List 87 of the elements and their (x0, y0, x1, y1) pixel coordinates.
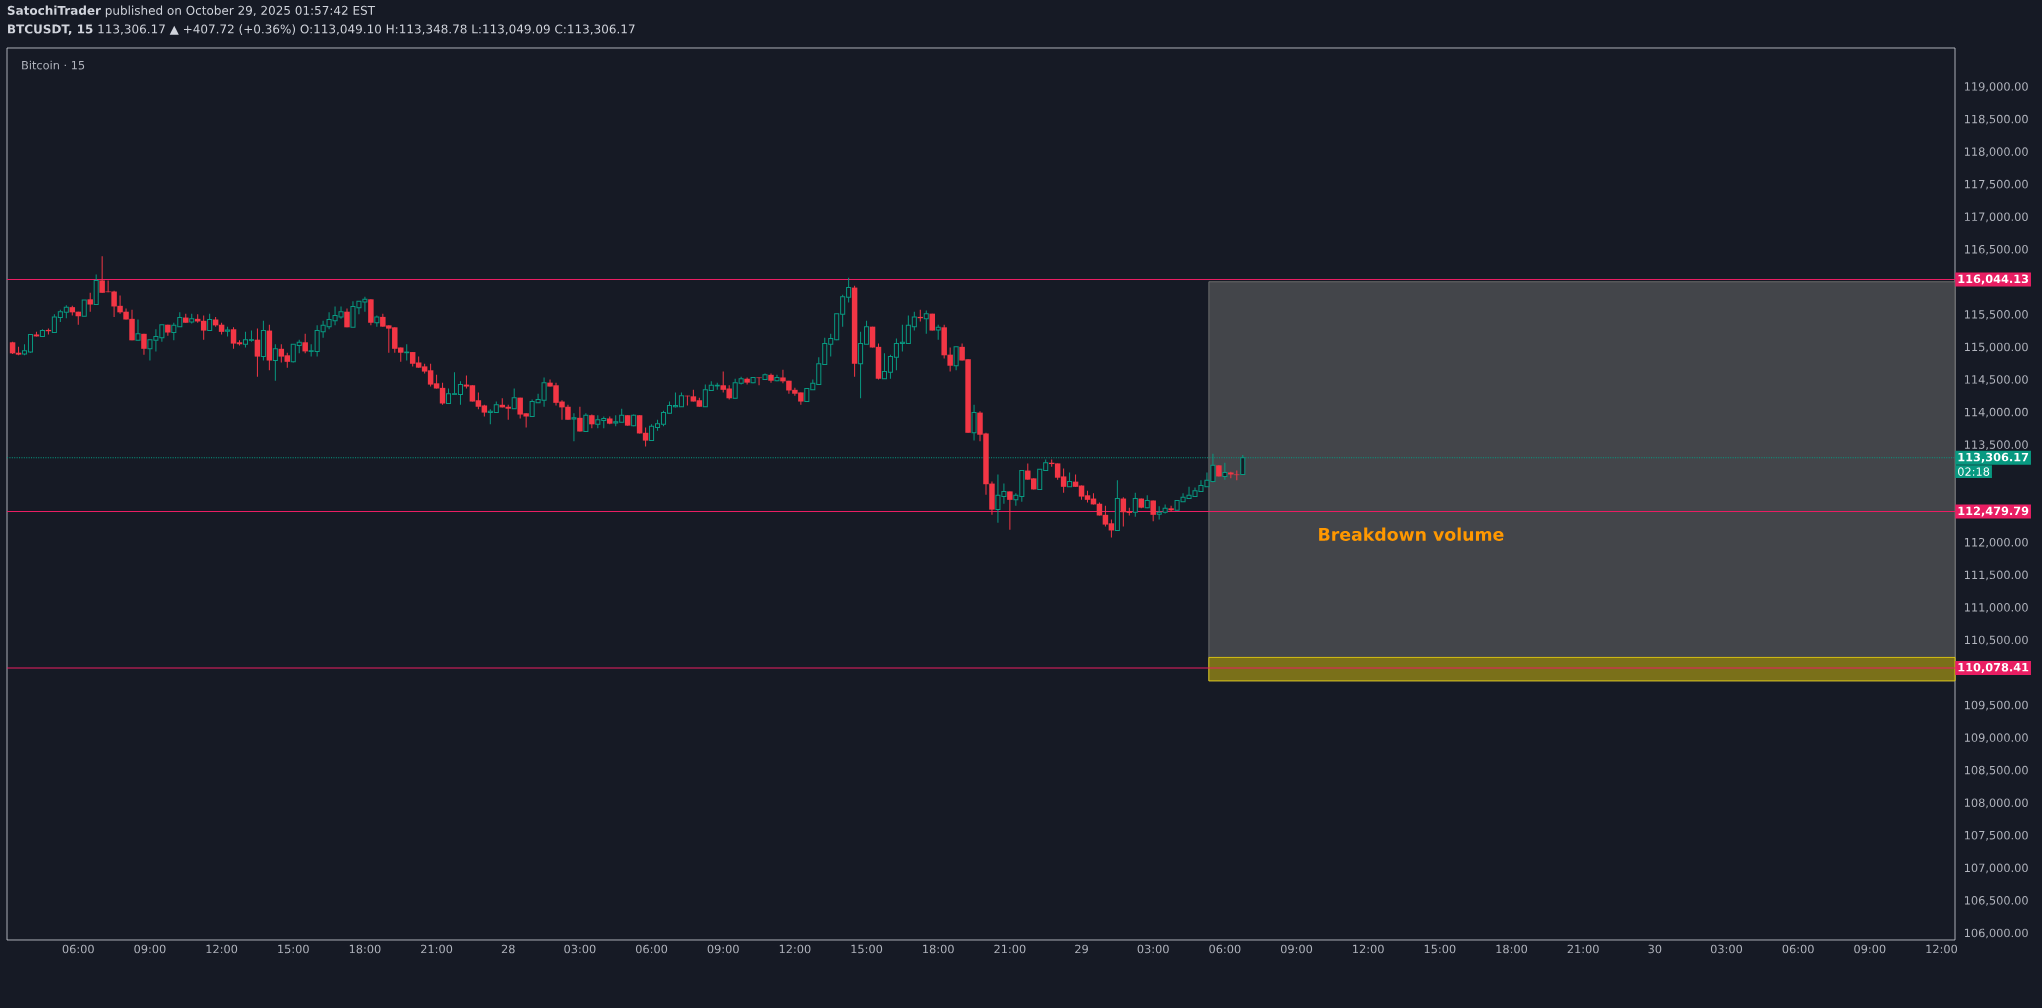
y-tick-label: 117,500.00 (1964, 179, 2028, 190)
x-tick-label: 06:00 (635, 944, 668, 954)
x-tick-label: 18:00 (1496, 944, 1528, 954)
candlestick (923, 309, 929, 335)
x-tick-label: 21:00 (1567, 944, 1599, 954)
candlestick (302, 333, 308, 354)
candlestick (129, 309, 135, 341)
x-tick-label: 15:00 (851, 944, 883, 954)
y-tick-label: 112,000.00 (1964, 537, 2028, 548)
y-tick-label: 109,500.00 (1964, 700, 2028, 711)
candlestick (511, 388, 517, 410)
candlestick (117, 294, 123, 315)
x-tick-label: 06:00 (1782, 944, 1814, 954)
x-tick-label: 09:00 (134, 944, 166, 954)
y-tick-label: 109,000.00 (1964, 733, 2028, 744)
y-tick-label: 114,000.00 (1964, 407, 2028, 418)
y-tick-label: 116,500.00 (1964, 244, 2028, 255)
x-tick-label: 15:00 (1424, 944, 1456, 954)
y-tick-label: 106,000.00 (1964, 928, 2028, 939)
y-tick-label: 106,500.00 (1964, 896, 2028, 906)
x-tick-label: 06:00 (1209, 944, 1241, 954)
y-tick-label: 118,000.00 (1964, 147, 2028, 158)
candlestick (254, 328, 261, 378)
candlestick (200, 315, 207, 341)
x-tick-label: 18:00 (349, 944, 381, 954)
x-tick-label: 21:00 (994, 944, 1026, 954)
x-tick-label: 28 (501, 944, 515, 954)
y-tick-label: 111,000.00 (1964, 603, 2028, 613)
annotation: Bitcoin · 15 (22, 60, 85, 70)
x-tick-label: 12:00 (1926, 944, 1958, 954)
candlestick (272, 343, 278, 382)
x-tick-label: 06:00 (62, 944, 94, 954)
candlestick (1007, 490, 1013, 531)
x-tick-label: 21:00 (421, 944, 453, 954)
x-tick-label: 09:00 (1854, 944, 1886, 954)
text: 02:18 (1958, 467, 1990, 476)
y-tick-label: 119,000.00 (1964, 82, 2028, 92)
candlestick (577, 406, 583, 432)
x-tick-label: 12:00 (1353, 944, 1384, 954)
y-tick-label: 115,000.00 (1964, 342, 2028, 353)
candlestick (953, 346, 959, 371)
candlestick (111, 290, 117, 318)
x-tick-label: 03:00 (1710, 944, 1743, 954)
ref-line-label: 110,078.41 (1958, 662, 2029, 673)
candlestick (1132, 492, 1138, 518)
y-tick-label: 107,500.00 (1964, 830, 2028, 841)
candlestick (368, 298, 374, 326)
ref-line-label: 116,044.13 (1958, 274, 2029, 285)
ref-line-label: 113,306.17 (1958, 452, 2029, 463)
candlestick (756, 376, 762, 386)
x-tick-label: 03:00 (1137, 944, 1169, 954)
y-tick-label: 115,500.00 (1964, 310, 2028, 320)
chart-title: SatochiTrader published on October 29, 2025 01:57:42 EST (7, 5, 376, 18)
candlestick (744, 376, 750, 386)
y-tick-label: 113,500.00 (1964, 440, 2028, 451)
y-tick-label: 117,000.00 (1964, 212, 2028, 223)
candlestick (583, 412, 589, 432)
candlestick (1222, 462, 1228, 481)
candlestick (404, 343, 410, 362)
candlestick (1168, 505, 1174, 513)
candlestick (947, 347, 953, 373)
y-tick-label: 108,000.00 (1964, 798, 2028, 809)
candlestick (642, 427, 649, 447)
candlestick (99, 255, 105, 294)
x-tick-label: 30 (1648, 944, 1662, 954)
candlestick (571, 412, 577, 442)
ref-line-label: 112,479.79 (1958, 506, 2029, 517)
y-tick-label: 108,500.00 (1964, 765, 2028, 776)
y-tick-label: 111,500.00 (1964, 570, 2028, 581)
candlestick (87, 292, 93, 313)
annotation: Breakdown volume (1319, 527, 1504, 541)
y-tick-label: 114,500.00 (1964, 375, 2028, 385)
x-tick-label: 15:00 (278, 944, 309, 954)
candlestick (135, 319, 141, 341)
x-tick-label: 12:00 (206, 944, 238, 954)
x-tick-label: 18:00 (923, 944, 954, 954)
x-tick-label: 09:00 (1280, 944, 1313, 954)
x-tick-label: 09:00 (707, 944, 739, 954)
candlestick (780, 369, 786, 384)
y-tick-label: 107,000.00 (1964, 863, 2028, 874)
chart-subtitle: BTCUSDT, 15 113,306.17 ▲ +407.72 (+0.36%) O:113,049.10 H:113,348.78 L:113,049.09 C:113,306.17 (8, 24, 635, 36)
x-tick-label: 03:00 (564, 944, 596, 954)
candlestick (971, 404, 977, 442)
x-tick-label: 12:00 (779, 944, 811, 954)
y-tick-label: 110,500.00 (1964, 635, 2028, 646)
y-tick-label: 118,500.00 (1964, 114, 2028, 125)
x-tick-label: 29 (1075, 944, 1088, 954)
